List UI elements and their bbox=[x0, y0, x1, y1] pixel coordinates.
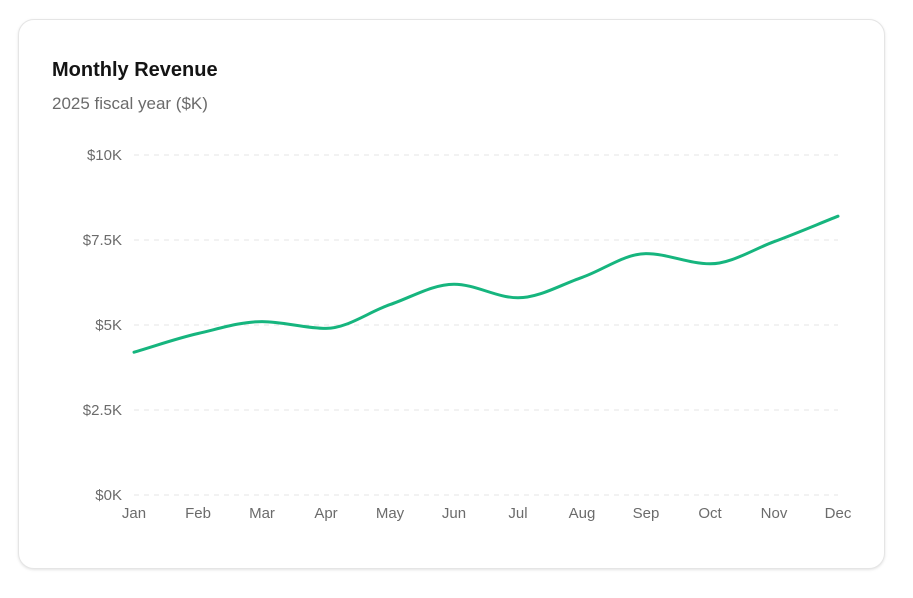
x-tick-label: Jan bbox=[122, 505, 146, 522]
x-tick-label: Feb bbox=[185, 505, 211, 522]
y-tick-label: $7.5K bbox=[83, 232, 122, 249]
y-tick-label: $0K bbox=[95, 487, 122, 504]
y-tick-label: $5K bbox=[95, 317, 122, 334]
chart-subtitle: 2025 fiscal year ($K) bbox=[52, 94, 208, 113]
x-tick-label: Nov bbox=[761, 505, 788, 522]
chart-title: Monthly Revenue bbox=[52, 59, 218, 81]
x-axis-ticks: Jan Feb Mar Apr May Jun Jul Aug Sep Oct Nov Dec bbox=[122, 505, 852, 522]
y-tick-label: $2.5K bbox=[83, 402, 122, 419]
x-tick-label: Jul bbox=[508, 505, 527, 522]
y-tick-label: $10K bbox=[87, 147, 122, 164]
x-tick-label: Sep bbox=[633, 505, 660, 522]
series-layer bbox=[132, 214, 840, 354]
revenue-series-line bbox=[132, 214, 840, 354]
y-axis-ticks: $0K $2.5K $5K $7.5K $10K bbox=[83, 147, 122, 504]
x-tick-label: Oct bbox=[698, 505, 722, 522]
x-tick-label: Aug bbox=[569, 505, 596, 522]
x-tick-label: Mar bbox=[249, 505, 275, 522]
x-tick-label: Apr bbox=[314, 505, 337, 522]
chart-card: Monthly Revenue 2025 fiscal year ($K) bbox=[18, 19, 885, 569]
x-tick-label: May bbox=[376, 505, 405, 522]
x-tick-label: Jun bbox=[442, 505, 466, 522]
x-tick-label: Dec bbox=[825, 505, 852, 522]
grid-lines bbox=[134, 154, 838, 496]
